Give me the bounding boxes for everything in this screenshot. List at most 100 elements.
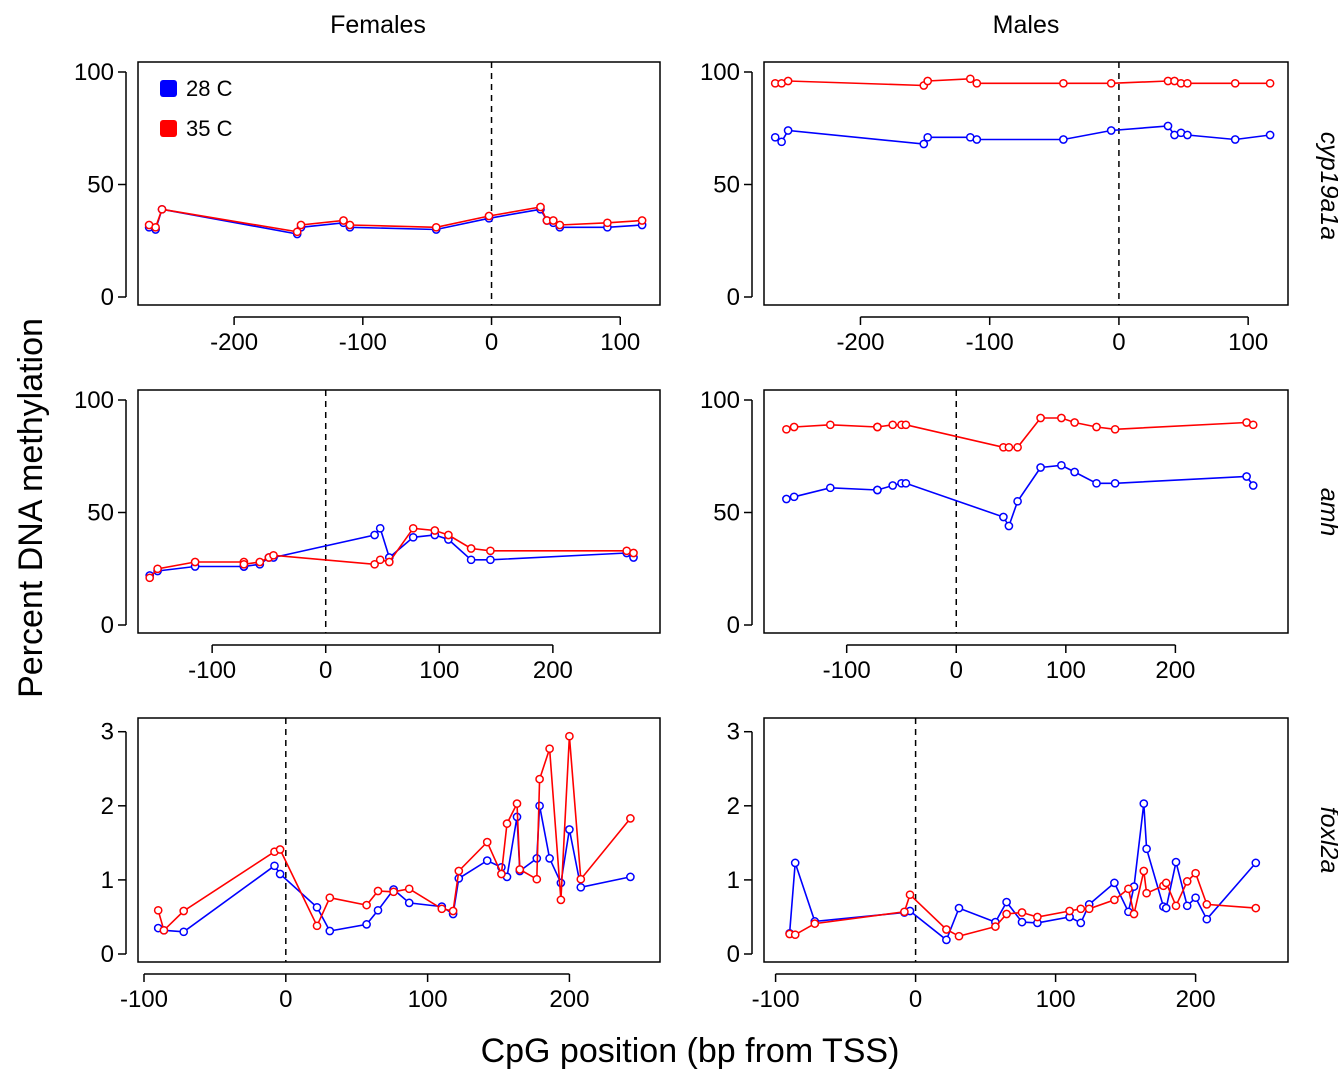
data-point-28c <box>270 861 279 871</box>
y-tick-label: 1 <box>101 867 114 894</box>
data-point-28c <box>362 920 371 929</box>
data-point-35c <box>269 550 278 560</box>
data-point-35c <box>296 220 306 230</box>
data-point-35c <box>448 906 458 916</box>
data-point-35c <box>1110 424 1120 434</box>
y-tick-label: 1 <box>727 867 740 894</box>
x-tick-label: -200 <box>836 329 884 356</box>
data-point-35c <box>1202 900 1212 909</box>
data-point-35c <box>565 731 574 741</box>
data-point-28c <box>325 926 335 936</box>
data-point-28c <box>1171 857 1181 867</box>
data-point-35c <box>637 216 647 225</box>
data-point-28c <box>1191 893 1200 903</box>
data-point-28c <box>783 126 793 135</box>
data-point-28c <box>901 478 911 488</box>
data-point-28c <box>790 858 800 868</box>
data-point-35c <box>1092 422 1101 432</box>
y-tick-label: 3 <box>727 719 740 746</box>
data-point-35c <box>1084 904 1094 914</box>
data-point-28c <box>466 555 476 565</box>
data-point-28c <box>375 523 385 533</box>
data-point-35c <box>783 76 793 86</box>
y-tick-label: 100 <box>74 59 114 86</box>
y-tick-label: 50 <box>87 500 114 527</box>
x-tick-label: 100 <box>419 657 459 684</box>
data-point-35c <box>312 921 322 931</box>
x-tick-label: 0 <box>319 657 332 684</box>
x-tick-label: 0 <box>950 657 963 684</box>
data-point-35c <box>408 523 418 533</box>
y-tick-label: 50 <box>713 172 740 199</box>
data-point-28c <box>789 492 799 502</box>
y-tick-label: 2 <box>101 793 114 820</box>
data-point-28c <box>626 872 635 882</box>
data-point-35c <box>179 906 189 916</box>
series-line-35c <box>775 77 1271 87</box>
data-point-35c <box>292 227 302 237</box>
data-point-28c <box>1036 463 1045 472</box>
legend-label-35c: 35 C <box>186 116 233 141</box>
data-point-28c <box>782 494 791 504</box>
data-point-28c <box>888 481 898 490</box>
data-point-28c <box>486 555 495 565</box>
data-point-28c <box>825 483 835 493</box>
data-point-28c <box>482 856 492 865</box>
data-point-28c <box>1057 460 1066 470</box>
data-point-35c <box>370 559 379 569</box>
x-tick-label: 100 <box>408 986 448 1013</box>
x-tick-label: 200 <box>1155 657 1195 684</box>
data-point-35c <box>1057 413 1066 423</box>
data-point-35c <box>190 557 200 567</box>
panel-males-cyp19a1a: -200 -100 0 100 0 50 100 <box>700 59 1289 356</box>
data-point-35c <box>1248 420 1258 430</box>
legend-label-28c: 28 C <box>186 76 233 101</box>
data-point-28c <box>404 898 414 908</box>
data-point-35c <box>153 905 163 915</box>
x-tick-label: -100 <box>120 986 168 1013</box>
data-point-35c <box>603 218 612 228</box>
data-point-35c <box>626 814 635 823</box>
data-point-35c <box>157 204 167 214</box>
data-point-35c <box>502 819 512 828</box>
data-point-28c <box>1182 901 1192 911</box>
data-point-28c <box>1002 897 1011 907</box>
data-point-35c <box>145 573 155 583</box>
data-point-28c <box>770 132 780 142</box>
data-point-28c <box>999 512 1008 522</box>
row-label-cyp19a1a: cyp19a1a <box>1315 132 1338 241</box>
legend-swatch-35c <box>160 120 177 137</box>
x-tick-label: 200 <box>549 986 589 1013</box>
data-point-35c <box>790 930 800 940</box>
data-point-28c <box>954 903 964 913</box>
series-line-35c <box>149 527 634 579</box>
data-point-35c <box>389 887 398 897</box>
data-point-35c <box>1265 78 1275 88</box>
x-tick-label: 0 <box>485 329 498 356</box>
data-point-35c <box>900 907 909 917</box>
data-point-35c <box>535 774 544 784</box>
data-point-28c <box>1183 130 1192 140</box>
data-point-35c <box>789 422 799 432</box>
data-point-35c <box>1161 878 1171 888</box>
data-point-28c <box>545 854 554 863</box>
data-point-35c <box>536 202 545 212</box>
data-point-35c <box>239 559 249 569</box>
data-point-35c <box>1139 866 1149 876</box>
data-point-28c <box>1092 478 1101 488</box>
data-point-35c <box>972 78 982 88</box>
x-tick-label: 200 <box>1176 986 1216 1013</box>
data-point-35c <box>1059 78 1068 88</box>
data-point-35c <box>629 548 638 558</box>
data-point-35c <box>1033 912 1042 922</box>
series-line-28c <box>788 803 1257 942</box>
data-point-35c <box>1106 78 1116 88</box>
data-point-35c <box>437 904 447 914</box>
data-point-35c <box>1142 888 1151 898</box>
data-point-28c <box>873 485 882 495</box>
data-point-35c <box>873 422 882 432</box>
data-point-35c <box>373 886 383 896</box>
y-tick-label: 0 <box>101 612 114 639</box>
data-point-35c <box>497 869 506 879</box>
